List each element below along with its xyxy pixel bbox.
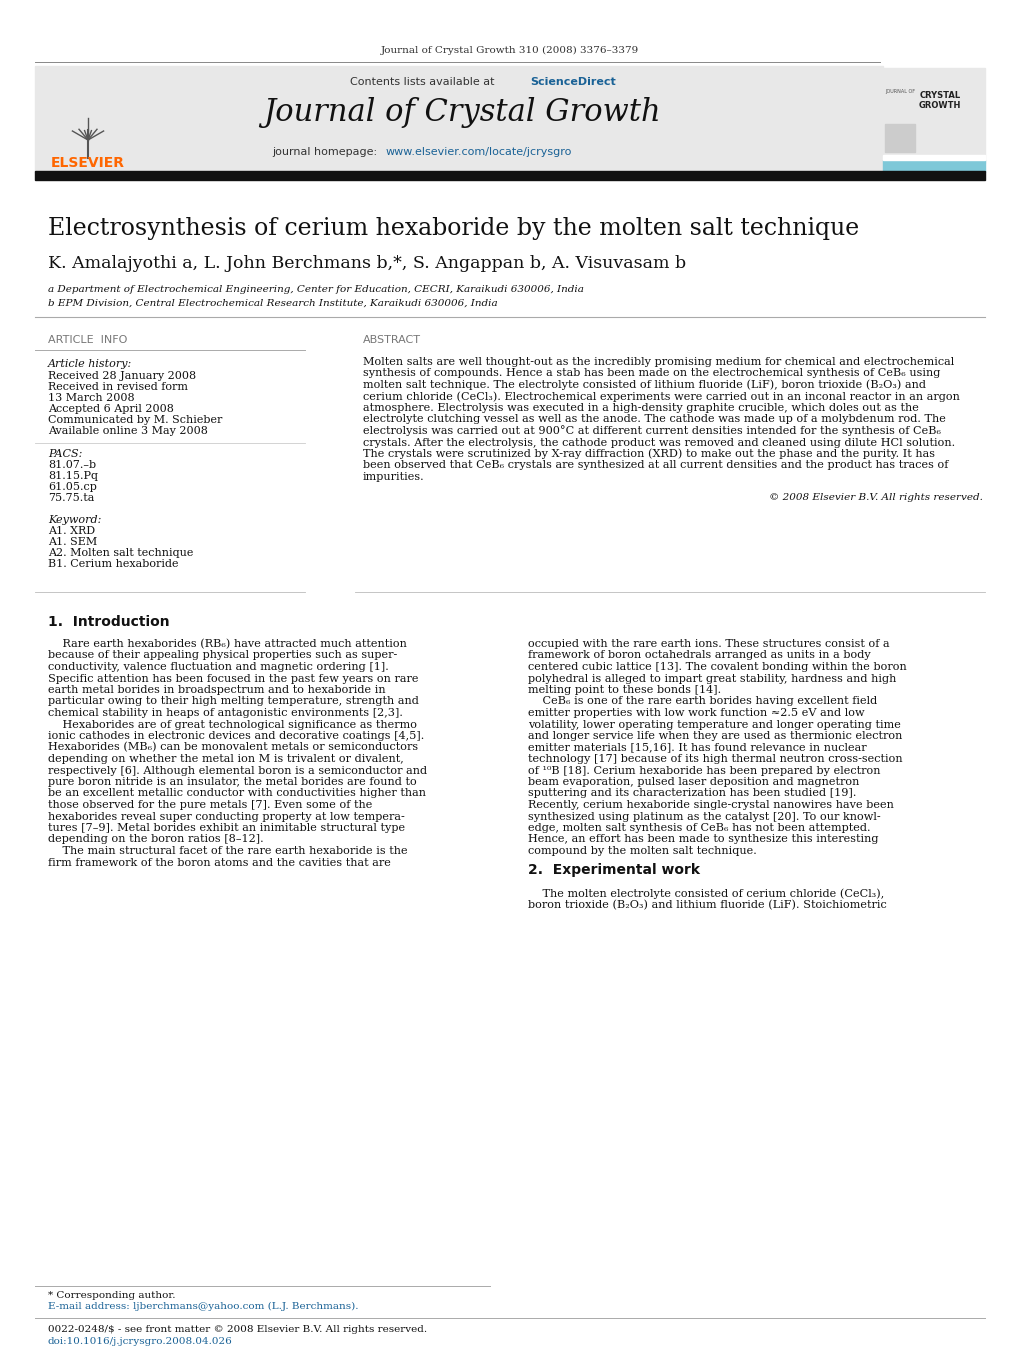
Text: ScienceDirect: ScienceDirect — [530, 77, 615, 87]
Text: Available online 3 May 2008: Available online 3 May 2008 — [48, 425, 208, 436]
Text: of ¹⁰B [18]. Cerium hexaboride has been prepared by electron: of ¹⁰B [18]. Cerium hexaboride has been … — [528, 765, 879, 776]
Text: Article history:: Article history: — [48, 359, 132, 370]
Text: beam evaporation, pulsed laser deposition and magnetron: beam evaporation, pulsed laser depositio… — [528, 777, 859, 787]
Text: GROWTH: GROWTH — [918, 102, 960, 110]
Text: B1. Cerium hexaboride: B1. Cerium hexaboride — [48, 559, 178, 569]
Text: respectively [6]. Although elemental boron is a semiconductor and: respectively [6]. Although elemental bor… — [48, 765, 427, 776]
Text: ARTICLE  INFO: ARTICLE INFO — [48, 336, 127, 345]
Text: atmosphere. Electrolysis was executed in a high-density graphite crucible, which: atmosphere. Electrolysis was executed in… — [363, 404, 918, 413]
Text: crystals. After the electrolysis, the cathode product was removed and cleaned us: crystals. After the electrolysis, the ca… — [363, 438, 954, 447]
Bar — [882, 68, 984, 163]
Text: K. Amalajyothi a, L. John Berchmans b,*, S. Angappan b, A. Visuvasam b: K. Amalajyothi a, L. John Berchmans b,*,… — [48, 255, 686, 273]
Text: ionic cathodes in electronic devices and decorative coatings [4,5].: ionic cathodes in electronic devices and… — [48, 731, 424, 741]
Text: depending on whether the metal ion M is trivalent or divalent,: depending on whether the metal ion M is … — [48, 754, 404, 764]
Text: a Department of Electrochemical Engineering, Center for Education, CECRI, Karaik: a Department of Electrochemical Engineer… — [48, 285, 583, 295]
Text: molten salt technique. The electrolyte consisted of lithium fluoride (LiF), boro: molten salt technique. The electrolyte c… — [363, 379, 925, 390]
Text: A1. XRD: A1. XRD — [48, 526, 95, 535]
Text: Contents lists available at: Contents lists available at — [350, 77, 497, 87]
Text: Recently, cerium hexaboride single-crystal nanowires have been: Recently, cerium hexaboride single-cryst… — [528, 800, 893, 810]
Text: 2.  Experimental work: 2. Experimental work — [528, 863, 699, 877]
Text: Accepted 6 April 2008: Accepted 6 April 2008 — [48, 404, 173, 414]
Text: ELSEVIER: ELSEVIER — [51, 156, 125, 170]
Text: Electrosynthesis of cerium hexaboride by the molten salt technique: Electrosynthesis of cerium hexaboride by… — [48, 216, 858, 239]
Text: CRYSTAL: CRYSTAL — [918, 91, 960, 99]
Text: b EPM Division, Central Electrochemical Research Institute, Karaikudi 630006, In: b EPM Division, Central Electrochemical … — [48, 299, 497, 307]
Text: A1. SEM: A1. SEM — [48, 537, 97, 548]
Text: depending on the boron ratios [8–12].: depending on the boron ratios [8–12]. — [48, 834, 263, 844]
Text: PACS:: PACS: — [48, 448, 83, 459]
Text: impurities.: impurities. — [363, 472, 424, 482]
Text: The molten electrolyte consisted of cerium chloride (CeCl₃),: The molten electrolyte consisted of ceri… — [528, 889, 883, 900]
Text: © 2008 Elsevier B.V. All rights reserved.: © 2008 Elsevier B.V. All rights reserved… — [768, 492, 982, 501]
Text: 81.15.Pq: 81.15.Pq — [48, 472, 98, 481]
Text: Hexaborides are of great technological significance as thermo: Hexaborides are of great technological s… — [48, 719, 417, 730]
Text: polyhedral is alleged to impart great stability, hardness and high: polyhedral is alleged to impart great st… — [528, 674, 896, 684]
Text: electrolyte clutching vessel as well as the anode. The cathode was made up of a : electrolyte clutching vessel as well as … — [363, 414, 945, 424]
Text: Keyword:: Keyword: — [48, 515, 101, 525]
Text: E-mail address: ljberchmans@yahoo.com (L.J. Berchmans).: E-mail address: ljberchmans@yahoo.com (L… — [48, 1302, 358, 1310]
Text: A2. Molten salt technique: A2. Molten salt technique — [48, 548, 194, 559]
Text: The main structural facet of the rare earth hexaboride is the: The main structural facet of the rare ea… — [48, 847, 408, 856]
Text: Molten salts are well thought-out as the incredibly promising medium for chemica: Molten salts are well thought-out as the… — [363, 357, 954, 367]
Bar — [35, 67, 882, 173]
Text: technology [17] because of its high thermal neutron cross-section: technology [17] because of its high ther… — [528, 754, 902, 764]
Text: Journal of Crystal Growth: Journal of Crystal Growth — [263, 96, 660, 128]
Text: Rare earth hexaborides (RB₆) have attracted much attention: Rare earth hexaborides (RB₆) have attrac… — [48, 639, 407, 650]
Text: because of their appealing physical properties such as super-: because of their appealing physical prop… — [48, 651, 396, 660]
Text: hexaborides reveal super conducting property at low tempera-: hexaborides reveal super conducting prop… — [48, 811, 405, 821]
Text: sputtering and its characterization has been studied [19].: sputtering and its characterization has … — [528, 788, 856, 799]
Text: boron trioxide (B₂O₃) and lithium fluoride (LiF). Stoichiometric: boron trioxide (B₂O₃) and lithium fluori… — [528, 901, 886, 911]
Text: electrolysis was carried out at 900°C at different current densities intended fo: electrolysis was carried out at 900°C at… — [363, 425, 941, 436]
Text: Hexaborides (MB₆) can be monovalent metals or semiconductors: Hexaborides (MB₆) can be monovalent meta… — [48, 742, 418, 753]
Text: Received 28 January 2008: Received 28 January 2008 — [48, 371, 196, 381]
Text: those observed for the pure metals [7]. Even some of the: those observed for the pure metals [7]. … — [48, 800, 372, 810]
Text: cerium chloride (CeCl₃). Electrochemical experiments were carried out in an inco: cerium chloride (CeCl₃). Electrochemical… — [363, 391, 959, 402]
Bar — [882, 155, 984, 160]
Text: ABSTRACT: ABSTRACT — [363, 336, 421, 345]
Text: emitter materials [15,16]. It has found relevance in nuclear: emitter materials [15,16]. It has found … — [528, 742, 866, 753]
Text: Specific attention has been focused in the past few years on rare: Specific attention has been focused in t… — [48, 674, 418, 684]
Text: particular owing to their high melting temperature, strength and: particular owing to their high melting t… — [48, 697, 419, 707]
Text: doi:10.1016/j.jcrysgro.2008.04.026: doi:10.1016/j.jcrysgro.2008.04.026 — [48, 1336, 232, 1345]
Text: volatility, lower operating temperature and longer operating time: volatility, lower operating temperature … — [528, 719, 900, 730]
Text: Received in revised form: Received in revised form — [48, 382, 187, 391]
Text: journal homepage:: journal homepage: — [272, 147, 380, 158]
Text: The crystals were scrutinized by X-ray diffraction (XRD) to make out the phase a: The crystals were scrutinized by X-ray d… — [363, 448, 934, 459]
Text: centered cubic lattice [13]. The covalent bonding within the boron: centered cubic lattice [13]. The covalen… — [528, 662, 906, 671]
Text: been observed that CeB₆ crystals are synthesized at all current densities and th: been observed that CeB₆ crystals are syn… — [363, 461, 948, 470]
Text: earth metal borides in broadspectrum and to hexaboride in: earth metal borides in broadspectrum and… — [48, 685, 385, 694]
Text: 13 March 2008: 13 March 2008 — [48, 393, 135, 404]
Text: compound by the molten salt technique.: compound by the molten salt technique. — [528, 847, 756, 856]
Text: CeB₆ is one of the rare earth borides having excellent field: CeB₆ is one of the rare earth borides ha… — [528, 697, 876, 707]
Text: * Corresponding author.: * Corresponding author. — [48, 1291, 175, 1299]
Text: synthesized using platinum as the catalyst [20]. To our knowl-: synthesized using platinum as the cataly… — [528, 811, 879, 821]
Text: edge, molten salt synthesis of CeB₆ has not been attempted.: edge, molten salt synthesis of CeB₆ has … — [528, 824, 869, 833]
Text: and longer service life when they are used as thermionic electron: and longer service life when they are us… — [528, 731, 902, 741]
Text: Journal of Crystal Growth 310 (2008) 3376–3379: Journal of Crystal Growth 310 (2008) 337… — [380, 45, 639, 54]
Text: Communicated by M. Schieber: Communicated by M. Schieber — [48, 414, 222, 425]
Text: emitter properties with low work function ≈2.5 eV and low: emitter properties with low work functio… — [528, 708, 864, 718]
Text: melting point to these bonds [14].: melting point to these bonds [14]. — [528, 685, 720, 694]
Text: 1.  Introduction: 1. Introduction — [48, 616, 169, 629]
Text: JOURNAL OF: JOURNAL OF — [884, 90, 914, 95]
Text: www.elsevier.com/locate/jcrysgro: www.elsevier.com/locate/jcrysgro — [385, 147, 572, 158]
Text: conductivity, valence fluctuation and magnetic ordering [1].: conductivity, valence fluctuation and ma… — [48, 662, 388, 671]
Text: chemical stability in heaps of antagonistic environments [2,3].: chemical stability in heaps of antagonis… — [48, 708, 403, 718]
Text: occupied with the rare earth ions. These structures consist of a: occupied with the rare earth ions. These… — [528, 639, 889, 650]
Text: Hence, an effort has been made to synthesize this interesting: Hence, an effort has been made to synthe… — [528, 834, 877, 844]
Text: firm framework of the boron atoms and the cavities that are: firm framework of the boron atoms and th… — [48, 858, 390, 867]
Text: 81.07.–b: 81.07.–b — [48, 459, 96, 470]
Bar — [35, 171, 984, 179]
Text: 0022-0248/$ - see front matter © 2008 Elsevier B.V. All rights reserved.: 0022-0248/$ - see front matter © 2008 El… — [48, 1325, 427, 1335]
Text: synthesis of compounds. Hence a stab has been made on the electrochemical synthe: synthesis of compounds. Hence a stab has… — [363, 368, 940, 379]
Bar — [882, 160, 984, 173]
Text: framework of boron octahedrals arranged as units in a body: framework of boron octahedrals arranged … — [528, 651, 870, 660]
Text: 61.05.cp: 61.05.cp — [48, 482, 97, 492]
Text: 75.75.ta: 75.75.ta — [48, 493, 95, 503]
Text: be an excellent metallic conductor with conductivities higher than: be an excellent metallic conductor with … — [48, 788, 426, 799]
Text: tures [7–9]. Metal borides exhibit an inimitable structural type: tures [7–9]. Metal borides exhibit an in… — [48, 824, 405, 833]
Bar — [884, 124, 914, 152]
Text: pure boron nitride is an insulator, the metal borides are found to: pure boron nitride is an insulator, the … — [48, 777, 417, 787]
